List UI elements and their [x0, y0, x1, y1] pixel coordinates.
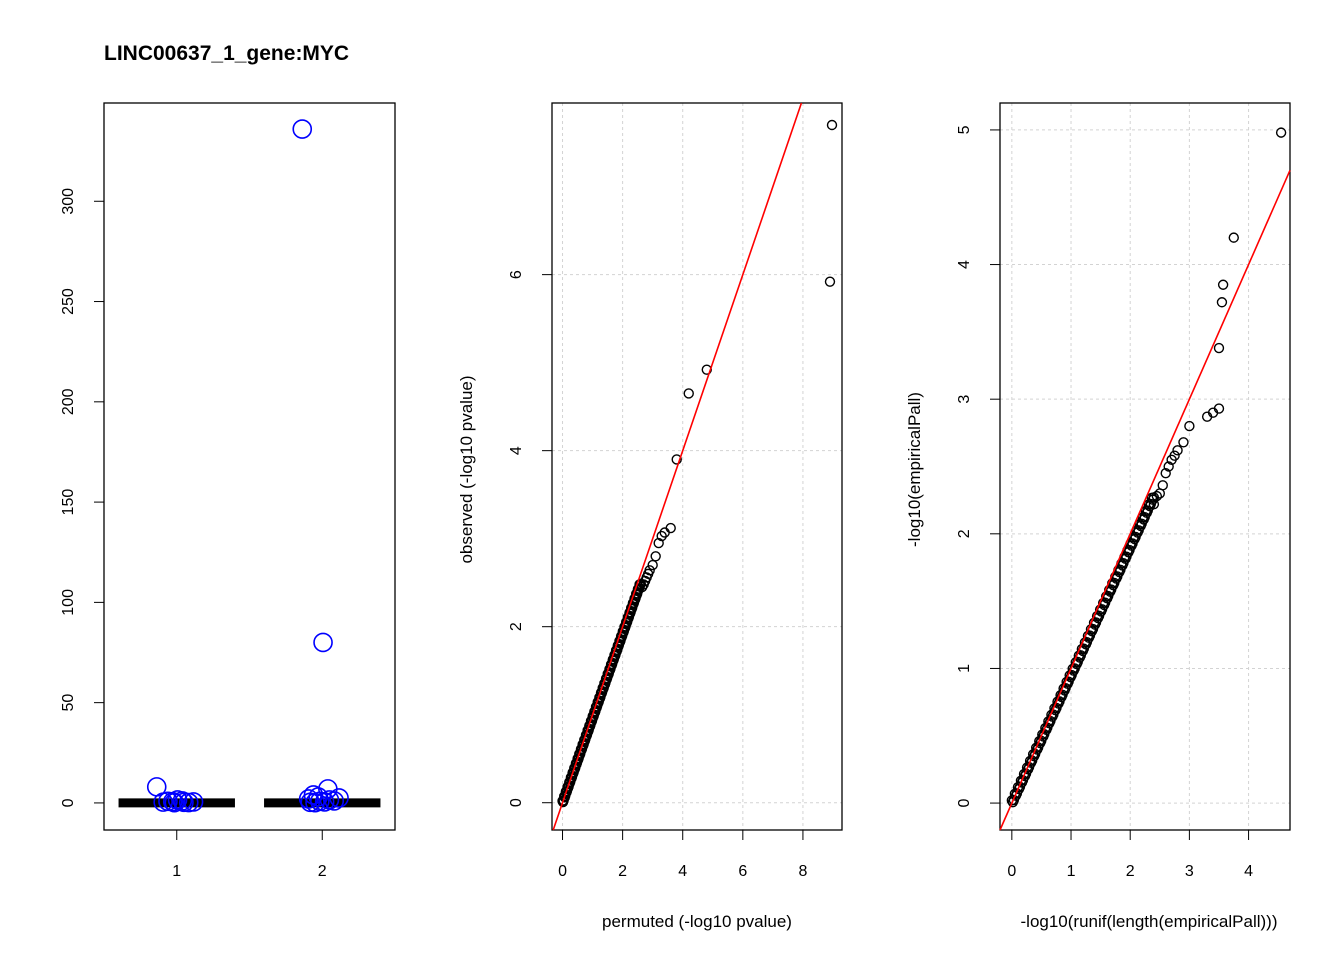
qq-point: [650, 551, 661, 562]
outlier-point: [300, 792, 321, 813]
outlier-point: [162, 791, 183, 812]
qq-point: [826, 119, 838, 131]
x-axis-label: -log10(runif(length(empiricalPall))): [1021, 912, 1278, 931]
qq-point: [1216, 297, 1228, 308]
x-tick-label: 0: [558, 863, 567, 880]
y-tick-label: 2: [956, 529, 973, 538]
y-axis-label: -log10(empiricalPall): [905, 392, 924, 547]
plot-frame: [551, 102, 843, 831]
y-tick-label: 0: [956, 799, 973, 808]
qq-point: [671, 454, 682, 465]
qq-point: [1172, 445, 1183, 456]
y-tick-label: 100: [60, 589, 77, 616]
outlier-point: [292, 119, 313, 139]
plot-frame: [999, 102, 1291, 831]
x-tick-label: 4: [678, 863, 687, 880]
y-tick-label: 0: [60, 798, 77, 807]
qq-point: [1184, 420, 1195, 432]
y-tick-label: 200: [60, 388, 77, 415]
x-tick-label: 2: [618, 863, 627, 880]
qq-point: [683, 388, 694, 399]
outlier-point: [313, 632, 333, 653]
qq-point: [1228, 232, 1239, 243]
outlier-point: [153, 792, 173, 812]
outlier-point: [324, 791, 345, 811]
x-tick-label: 1: [1067, 863, 1076, 880]
outlier-point: [178, 792, 199, 813]
qq-point: [636, 581, 648, 593]
y-tick-label: 4: [508, 446, 525, 455]
y-tick-label: 300: [60, 188, 77, 215]
qq-point: [644, 565, 655, 576]
y-tick-label: 0: [508, 798, 525, 807]
qq-plot-permuted-panel: 0 2 4 6 0 2 4 6 8 permuted (-log10 pvalue) observe…: [457, 102, 843, 931]
x-tick-label: 8: [798, 863, 807, 880]
x-tick-label: 6: [738, 863, 747, 880]
y-tick-label: 50: [60, 694, 77, 712]
y-tick-label: 150: [60, 489, 77, 516]
figure-title: LINC00637_1_gene:MYC: [104, 42, 349, 65]
y-tick-label: 250: [60, 288, 77, 315]
qq-plot-uniform-panel: 0 1 2 3 4 5 0 1 2 3 4 -log10(runif(length(empirical…: [905, 102, 1291, 931]
qq-point: [647, 559, 658, 571]
qq-point: [1151, 490, 1163, 502]
x-axis-label: permuted (-log10 pvalue): [602, 912, 792, 931]
outlier-point: [164, 792, 185, 813]
y-tick-label: 1: [956, 664, 973, 673]
qq-point: [1169, 450, 1180, 461]
qq-point: [1213, 342, 1225, 354]
qq-point: [701, 364, 712, 375]
qq-point: [1160, 468, 1171, 479]
y-tick-label: 2: [508, 622, 525, 631]
plot-frame: [103, 102, 396, 831]
outlier-point: [305, 792, 325, 813]
y-tick-label: 4: [956, 260, 973, 269]
outlier-point: [329, 788, 349, 808]
qq-point: [1213, 403, 1225, 414]
y-tick-label: 5: [956, 125, 973, 134]
y-axis-label: observed (-log10 pvalue): [457, 375, 476, 563]
outlier-point: [314, 792, 335, 812]
y-tick-label: 6: [508, 270, 525, 279]
qq-point: [1163, 461, 1174, 472]
qq-point: [653, 537, 664, 549]
reference-line: [552, 102, 803, 831]
x-tick-label: 0: [1007, 863, 1016, 880]
qq-point: [656, 530, 667, 542]
qq-point: [824, 276, 836, 287]
x-tick-label: 4: [1244, 863, 1253, 880]
qq-point: [1157, 480, 1168, 491]
reference-line: [999, 169, 1291, 831]
y-tick-label: 3: [956, 395, 973, 404]
x-tick-label: 2: [1126, 863, 1135, 880]
qq-point: [1178, 437, 1189, 448]
x-tick-label: 1: [172, 863, 181, 880]
x-tick-label: 3: [1185, 863, 1194, 880]
outlier-point: [174, 792, 194, 813]
x-tick-label: 2: [318, 863, 327, 880]
qq-point: [1217, 279, 1229, 290]
boxplot-panel: 0 50 100 150 200 250 300 1 2: [60, 102, 396, 880]
qq-point: [1275, 127, 1287, 138]
qq-point: [665, 522, 676, 534]
